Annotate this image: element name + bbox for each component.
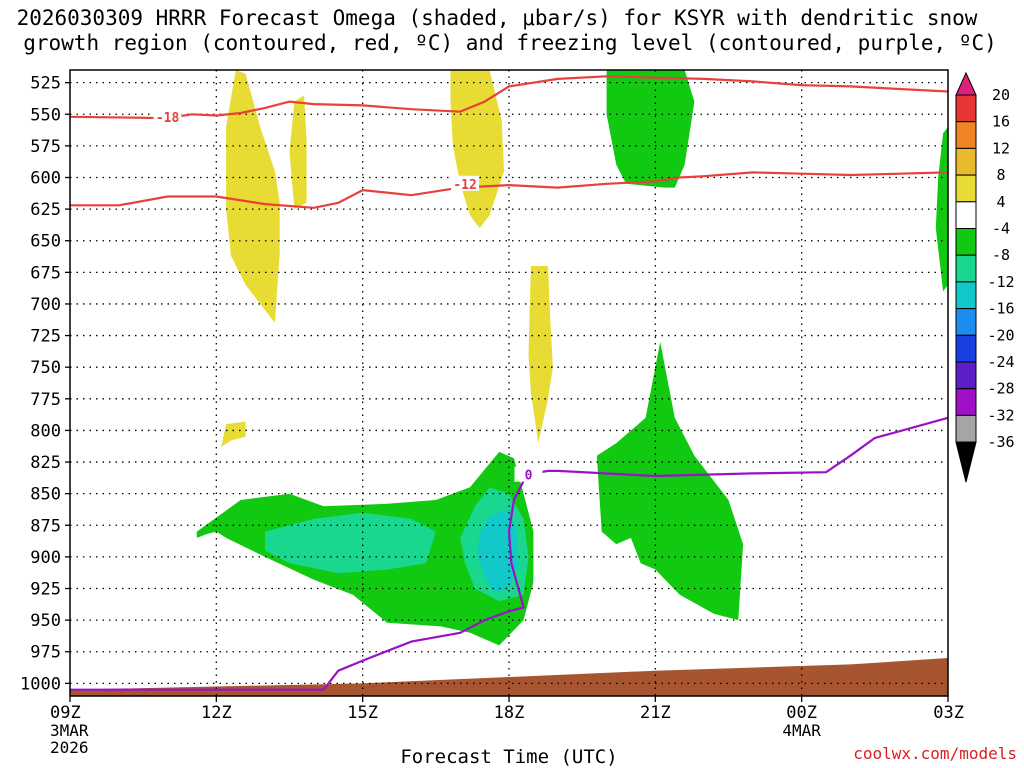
y-tick-label-850: 850 <box>30 485 61 505</box>
colorbar-bin-6 <box>955 254 977 283</box>
y-axis: 525 550 575 600 625 650 675 700 725 750 775 800 825 8… <box>20 74 70 694</box>
colorbar-label-1: 16 <box>992 113 1010 131</box>
colorbar-overflow-top <box>955 71 977 96</box>
y-tick-label-750: 750 <box>30 358 61 378</box>
colorbar-label-6: -8 <box>992 246 1010 264</box>
rising-yellow-upper-2 <box>289 95 307 210</box>
y-tick-label-725: 725 <box>30 327 61 347</box>
x-axis-title: Forecast Time (UTC) <box>400 746 617 768</box>
colorbar-bin-8 <box>955 308 977 336</box>
colorbar-label-7: -12 <box>987 273 1014 291</box>
credit-text: coolwx.com/models <box>853 744 1017 763</box>
y-tick-label-525: 525 <box>30 74 61 94</box>
x-tick-label-15Z: 15Z <box>347 703 378 723</box>
y-tick-label-825: 825 <box>30 453 61 473</box>
x-tick-label-21Z: 21Z <box>640 703 671 723</box>
y-tick-label-675: 675 <box>30 263 61 283</box>
y-tick-label-550: 550 <box>30 105 61 125</box>
y-tick-label-600: 600 <box>30 168 61 188</box>
x-tick-label-00Z: 00Z <box>786 703 817 723</box>
sinking-teal-left <box>265 512 436 574</box>
chart-title-line2: growth region (contoured, red, ºC) and f… <box>23 31 997 55</box>
x-tick-label-09Z: 09Z <box>50 703 81 723</box>
colorbar-bin-12 <box>955 414 977 443</box>
y-tick-label-775: 775 <box>30 390 61 410</box>
freezing-level-0-label: 0 <box>525 469 533 484</box>
contour-layer: -18 -12 0 <box>69 75 949 691</box>
dendritic-minus-12-line <box>70 171 949 209</box>
sinking-green-lower-right <box>596 341 744 621</box>
terrain-surface <box>70 658 948 696</box>
y-tick-label-800: 800 <box>30 421 61 441</box>
colorbar-bin-4 <box>955 201 977 230</box>
x-tick-sublabel-00Z: 4MAR <box>782 721 821 740</box>
colorbar-overflow-bottom <box>955 441 977 483</box>
colorbar-label-8: -16 <box>987 300 1014 318</box>
colorbar-label-3: 8 <box>996 166 1005 184</box>
colorbar-bin-0 <box>955 94 977 123</box>
dendritic-minus-18-label-bg <box>153 108 182 124</box>
dendritic-minus-12-label-bg <box>451 175 480 191</box>
dendritic-minus-12-label: -12 <box>453 178 476 193</box>
colorbar-label-0: 20 <box>992 86 1010 104</box>
colorbar-label-9: -20 <box>987 326 1014 344</box>
omega-shading-layer <box>70 70 948 696</box>
colorbar-bin-5 <box>955 228 977 256</box>
x-tick-year-09Z: 2026 <box>50 738 89 757</box>
plot-area: -18 -12 0 <box>69 69 949 697</box>
colorbar-label-10: -24 <box>987 353 1014 371</box>
dendritic-minus-18-label: -18 <box>156 111 180 126</box>
dendritic-minus-18-line <box>69 75 949 120</box>
colorbar-bin-2 <box>955 147 977 176</box>
y-tick-label-975: 975 <box>30 643 61 663</box>
colorbar-label-2: 12 <box>992 139 1010 157</box>
colorbar-bin-9 <box>955 334 977 363</box>
colorbar-label-13: -36 <box>987 433 1014 451</box>
rising-yellow-upper-1 <box>226 70 280 323</box>
y-tick-label-925: 925 <box>30 580 61 600</box>
y-tick-label-650: 650 <box>30 232 61 252</box>
colorbar-bin-11 <box>955 388 977 416</box>
y-tick-label-625: 625 <box>30 200 61 220</box>
freezing-level-0-label-bg <box>514 466 543 482</box>
colorbar-bin-3 <box>955 174 977 203</box>
sinking-green-upper-right <box>606 70 695 188</box>
y-tick-label-1000: 1000 <box>20 674 61 694</box>
x-tick-label-18Z: 18Z <box>494 703 525 723</box>
colorbar-label-5: -4 <box>992 220 1010 238</box>
colorbar-label-4: 4 <box>996 193 1005 211</box>
x-tick-label-03Z: 03Z <box>933 703 964 723</box>
colorbar-bin-10 <box>955 361 977 390</box>
colorbar-label-11: -28 <box>987 380 1014 398</box>
x-tick-sublabel-09Z: 3MAR <box>50 721 89 740</box>
rising-yellow-mid <box>528 266 553 444</box>
x-tick-label-12Z: 12Z <box>201 703 232 723</box>
freezing-level-0-line <box>70 416 949 691</box>
y-tick-label-575: 575 <box>30 137 61 157</box>
y-tick-label-875: 875 <box>30 516 61 536</box>
y-tick-label-950: 950 <box>30 611 61 631</box>
colorbar-label-12: -32 <box>987 406 1014 424</box>
colorbar: 20 16 12 8 4 -4 -8 -12 -16 -20 -24 -28 -32 -36 <box>955 71 1015 483</box>
y-tick-label-900: 900 <box>30 548 61 568</box>
colorbar-bin-7 <box>955 281 977 310</box>
rising-yellow-low <box>221 421 246 447</box>
chart-title-line1: 2026030309 HRRR Forecast Omega (shaded, … <box>17 6 978 30</box>
colorbar-bin-1 <box>955 121 977 149</box>
y-tick-label-700: 700 <box>30 295 61 315</box>
